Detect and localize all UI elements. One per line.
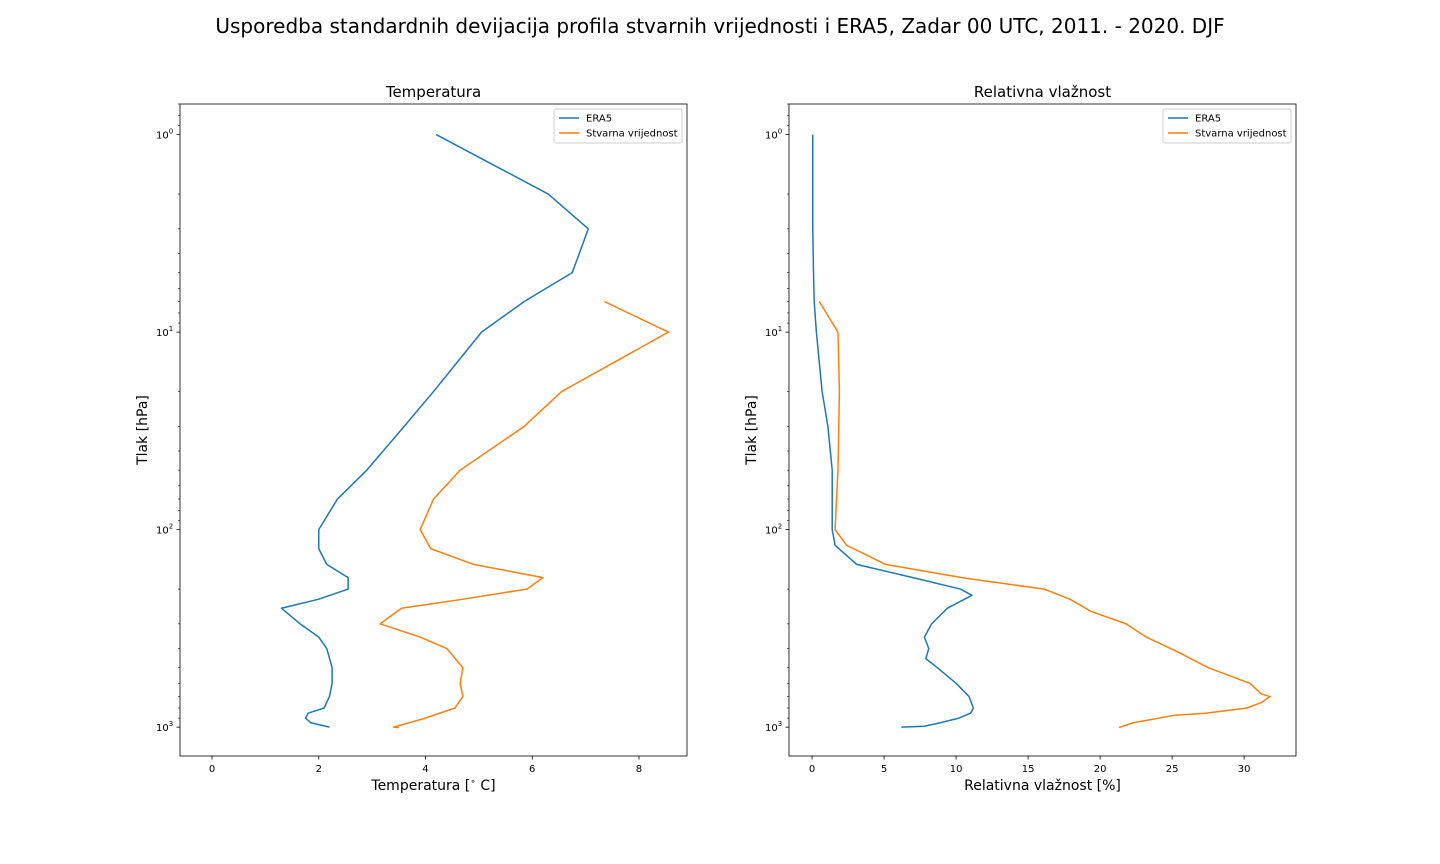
axes-frame	[179, 103, 688, 757]
axes-frame	[788, 103, 1297, 757]
x-tick-label: 5	[881, 764, 887, 775]
series-line-stvarna-vrijednost	[818, 301, 1271, 729]
y-axis-label: Tlak [hPa]	[744, 395, 760, 466]
legend-entry-label: ERA5	[1195, 114, 1221, 125]
legend-box	[553, 108, 683, 144]
x-tick-label: 0	[209, 764, 215, 775]
plot-area	[180, 104, 687, 756]
x-tick-label: 20	[1094, 764, 1107, 775]
y-tick-label: 102	[765, 523, 782, 537]
y-tick-label: 101	[156, 325, 173, 339]
legend: ERA5 Stvarna vrijednost	[1162, 108, 1292, 144]
x-tick-label: 0	[809, 764, 815, 775]
legend-box	[1162, 108, 1292, 144]
legend-entry-label: ERA5	[586, 114, 612, 125]
y-tick-label: 102	[156, 523, 173, 537]
x-axis-label: Temperatura [∘ C]	[370, 777, 495, 794]
x-tick-label: 8	[636, 764, 642, 775]
plot-area	[789, 104, 1296, 756]
x-tick-label: 25	[1166, 764, 1179, 775]
x-axis-label: Relativna vlažnost [%]	[964, 778, 1121, 794]
y-tick-label: 100	[765, 128, 782, 142]
y-tick-label: 103	[156, 720, 173, 734]
chart-panel-2: 0 5 10 15 20 25 30 100 101 102 103 Relativna vlažno…	[744, 83, 1297, 794]
chart-title: Relativna vlažnost	[974, 83, 1111, 101]
series-line-era5	[280, 133, 590, 728]
chart-panel-1: 0 2 4 6 8 100 101 102 103 Temperatura Temperatura …	[135, 83, 688, 794]
series-line-stvarna-vrijednost	[379, 300, 670, 729]
y-tick-label: 103	[765, 720, 782, 734]
x-tick-label: 6	[529, 764, 535, 775]
y-axis-label: Tlak [hPa]	[135, 395, 151, 466]
chart-title: Temperatura	[385, 83, 481, 101]
x-tick-label: 30	[1238, 764, 1251, 775]
y-tick-label: 100	[156, 128, 173, 142]
legend-entry-label: Stvarna vrijednost	[586, 129, 678, 140]
series-line-era5	[812, 134, 975, 728]
legend: ERA5 Stvarna vrijednost	[553, 108, 683, 144]
x-tick-label: 2	[316, 764, 322, 775]
x-tick-label: 15	[1022, 764, 1035, 775]
y-tick-label: 101	[765, 325, 782, 339]
panels: 0 2 4 6 8100101102103TemperaturaTemperatura …	[135, 83, 1297, 794]
legend-entry-label: Stvarna vrijednost	[1195, 129, 1287, 140]
x-tick-label: 10	[950, 764, 963, 775]
x-tick-label: 4	[422, 764, 428, 775]
figure-title: Usporedba standardnih devijacija profila…	[215, 14, 1224, 38]
